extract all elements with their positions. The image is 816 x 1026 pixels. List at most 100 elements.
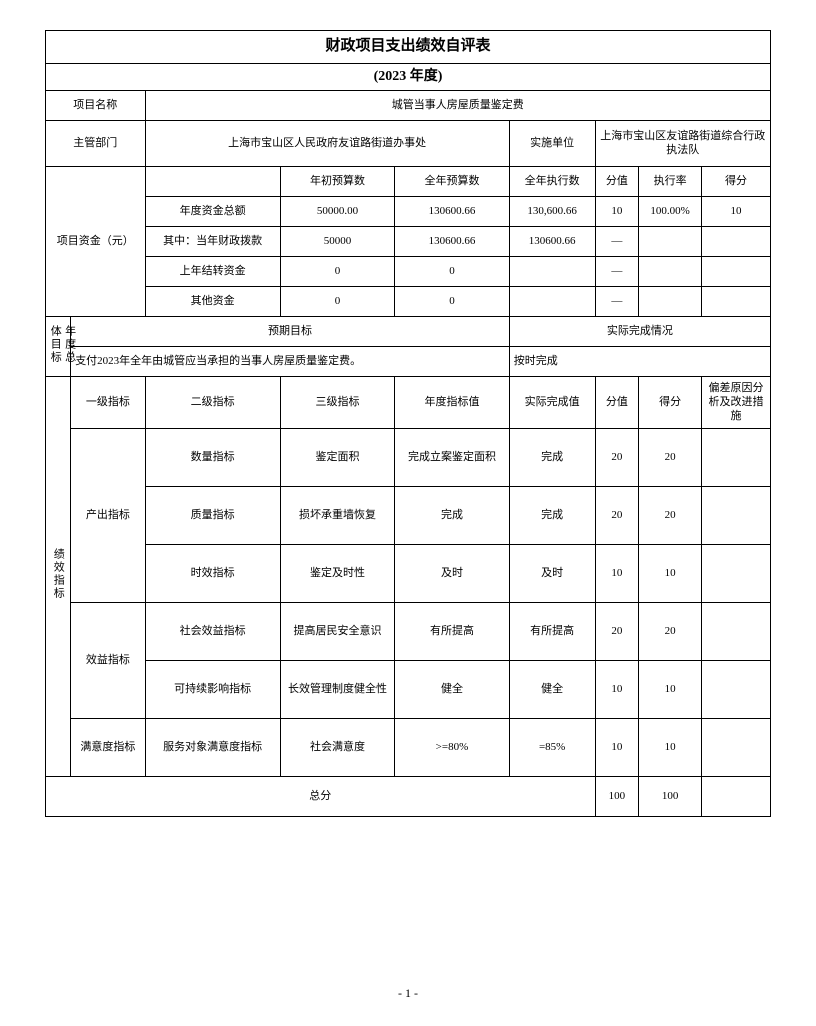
empty-cell — [639, 226, 702, 256]
indicator-cell: 10 — [639, 544, 702, 602]
funds-total-score: 10 — [595, 196, 639, 226]
funds-carryover-initial: 0 — [280, 256, 395, 286]
satisfaction-label: 满意度指标 — [71, 718, 145, 776]
empty-cell — [702, 256, 771, 286]
header-deviation: 偏差原因分析及改进措施 — [702, 376, 771, 428]
indicator-cell: 20 — [639, 486, 702, 544]
funds-carryover-label: 上年结转资金 — [145, 256, 280, 286]
indicator-cell: 有所提高 — [395, 602, 510, 660]
indicator-cell: >=80% — [395, 718, 510, 776]
funds-section-label: 项目资金（元） — [46, 166, 146, 316]
header-actual: 实际完成值 — [509, 376, 595, 428]
funds-fiscal-score: — — [595, 226, 639, 256]
indicator-cell: =85% — [509, 718, 595, 776]
indicator-cell: 有所提高 — [509, 602, 595, 660]
project-name-label: 项目名称 — [46, 90, 146, 120]
funds-fiscal-label: 其中：当年财政拨款 — [145, 226, 280, 256]
empty-cell — [702, 226, 771, 256]
header-l3: 三级指标 — [280, 376, 395, 428]
funds-total-exec: 130,600.66 — [509, 196, 595, 226]
funds-carryover-annual: 0 — [395, 256, 510, 286]
funds-other-annual: 0 — [395, 286, 510, 316]
indicator-cell: 及时 — [395, 544, 510, 602]
indicator-cell: 质量指标 — [145, 486, 280, 544]
expected-value: 支付2023年全年由城管应当承担的当事人房屋质量鉴定费。 — [71, 346, 510, 376]
indicator-cell: 鉴定及时性 — [280, 544, 395, 602]
indicator-cell: 20 — [595, 602, 639, 660]
funds-other-exec — [509, 286, 595, 316]
page-number: - 1 - — [0, 986, 816, 1001]
expected-label: 预期目标 — [71, 316, 510, 346]
header-l1: 一级指标 — [71, 376, 145, 428]
evaluation-table: 财政项目支出绩效自评表 (2023 年度) 项目名称 城管当事人房屋质量鉴定费 … — [45, 30, 771, 817]
indicator-cell: 20 — [595, 428, 639, 486]
indicator-cell — [702, 660, 771, 718]
indicator-cell — [702, 544, 771, 602]
funds-carryover-exec — [509, 256, 595, 286]
col-exec-rate: 执行率 — [639, 166, 702, 196]
funds-other-label: 其他资金 — [145, 286, 280, 316]
actual-value: 按时完成 — [509, 346, 770, 376]
table-year: (2023 年度) — [46, 63, 771, 90]
table-title: 财政项目支出绩效自评表 — [46, 31, 771, 64]
header-score: 分值 — [595, 376, 639, 428]
indicator-cell: 健全 — [395, 660, 510, 718]
indicator-cell: 10 — [595, 544, 639, 602]
col-annual-exec: 全年执行数 — [509, 166, 595, 196]
actual-label: 实际完成情况 — [509, 316, 770, 346]
funds-total-annual: 130600.66 — [395, 196, 510, 226]
empty-cell — [639, 286, 702, 316]
indicator-cell — [702, 486, 771, 544]
funds-fiscal-exec: 130600.66 — [509, 226, 595, 256]
indicators-section-label: 绩效指标 — [46, 376, 71, 776]
col-got-score: 得分 — [702, 166, 771, 196]
project-name-value: 城管当事人房屋质量鉴定费 — [145, 90, 770, 120]
indicator-cell: 长效管理制度健全性 — [280, 660, 395, 718]
indicator-cell: 完成 — [395, 486, 510, 544]
funds-total-got: 10 — [702, 196, 771, 226]
indicator-cell — [702, 602, 771, 660]
empty-cell — [145, 166, 280, 196]
col-initial-budget: 年初预算数 — [280, 166, 395, 196]
funds-other-score: — — [595, 286, 639, 316]
indicator-cell: 社会满意度 — [280, 718, 395, 776]
funds-fiscal-initial: 50000 — [280, 226, 395, 256]
header-target: 年度指标值 — [395, 376, 510, 428]
total-score: 100 — [595, 776, 639, 816]
indicator-cell — [702, 718, 771, 776]
impl-value: 上海市宝山区友谊路街道综合行政执法队 — [595, 120, 770, 166]
benefit-label: 效益指标 — [71, 602, 145, 718]
empty-cell — [639, 256, 702, 286]
total-label: 总分 — [46, 776, 596, 816]
indicator-cell: 完成 — [509, 486, 595, 544]
indicator-cell: 服务对象满意度指标 — [145, 718, 280, 776]
header-l2: 二级指标 — [145, 376, 280, 428]
indicator-cell: 可持续影响指标 — [145, 660, 280, 718]
funds-total-initial: 50000.00 — [280, 196, 395, 226]
dept-value: 上海市宝山区人民政府友谊路街道办事处 — [145, 120, 509, 166]
indicator-cell: 10 — [639, 718, 702, 776]
empty-cell — [702, 286, 771, 316]
indicator-cell: 及时 — [509, 544, 595, 602]
indicator-cell: 损坏承重墙恢复 — [280, 486, 395, 544]
total-got: 100 — [639, 776, 702, 816]
empty-cell — [702, 776, 771, 816]
indicator-cell: 提高居民安全意识 — [280, 602, 395, 660]
funds-total-label: 年度资金总额 — [145, 196, 280, 226]
indicator-cell: 完成 — [509, 428, 595, 486]
output-label: 产出指标 — [71, 428, 145, 602]
indicator-cell: 社会效益指标 — [145, 602, 280, 660]
indicator-cell: 鉴定面积 — [280, 428, 395, 486]
indicator-cell: 数量指标 — [145, 428, 280, 486]
indicator-cell: 10 — [595, 660, 639, 718]
funds-carryover-score: — — [595, 256, 639, 286]
indicator-cell: 20 — [639, 602, 702, 660]
indicator-cell: 10 — [595, 718, 639, 776]
col-score: 分值 — [595, 166, 639, 196]
col-annual-budget: 全年预算数 — [395, 166, 510, 196]
indicator-cell: 20 — [639, 428, 702, 486]
header-got: 得分 — [639, 376, 702, 428]
dept-label: 主管部门 — [46, 120, 146, 166]
goals-section-label: 年度总体目标 — [46, 316, 71, 376]
funds-total-rate: 100.00% — [639, 196, 702, 226]
